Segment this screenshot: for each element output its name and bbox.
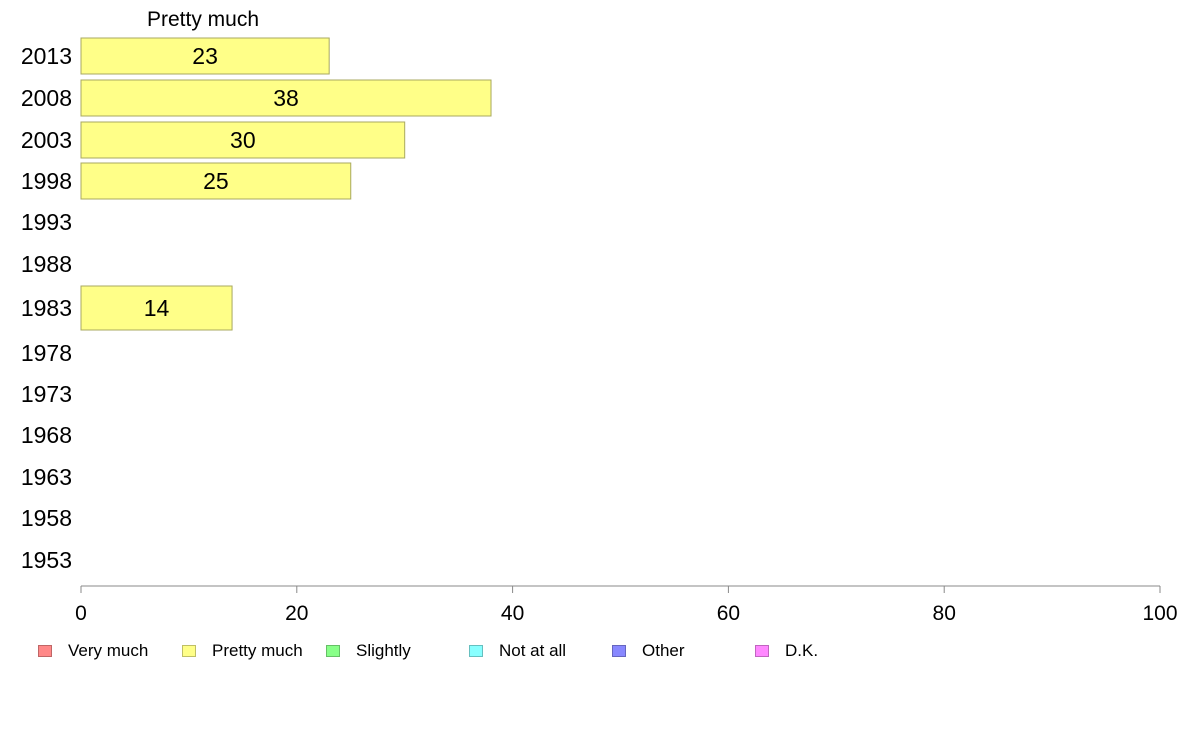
category-label: 2013 <box>21 43 72 69</box>
bar-value-label: 14 <box>144 295 170 321</box>
legend-swatch <box>38 645 52 657</box>
category-label: 1973 <box>21 381 72 407</box>
legend-swatch <box>469 645 483 657</box>
legend-item: Slightly <box>326 640 411 662</box>
legend-item: Other <box>612 640 685 662</box>
x-tick-label: 40 <box>501 602 524 625</box>
x-tick-label: 80 <box>933 602 956 625</box>
bar-value-label: 38 <box>273 85 299 111</box>
x-tick-label: 0 <box>75 602 87 625</box>
bar <box>80 162 352 200</box>
legend-label: Very much <box>68 641 149 660</box>
legend: Very much Pretty much Slightly Not at all Ot… <box>38 640 1178 662</box>
bar <box>80 79 492 117</box>
x-tick-label: 100 <box>1142 602 1177 625</box>
legend-label: Other <box>642 641 685 660</box>
legend-swatch <box>612 645 626 657</box>
legend-swatch <box>182 645 196 657</box>
category-label: 1998 <box>21 168 72 194</box>
bars <box>80 37 492 331</box>
bar <box>80 37 330 75</box>
legend-item: Pretty much <box>182 640 303 662</box>
category-label: 1968 <box>21 422 72 448</box>
category-label: 1958 <box>21 505 72 531</box>
category-label: 1963 <box>21 464 72 490</box>
legend-item: D.K. <box>755 640 818 662</box>
category-label: 1953 <box>21 547 72 573</box>
category-label: 1978 <box>21 340 72 366</box>
x-tick-label: 20 <box>285 602 308 625</box>
bar-value-label: 25 <box>203 168 229 194</box>
legend-label: Not at all <box>499 641 567 660</box>
x-tick-label: 60 <box>717 602 740 625</box>
x-axis: 0 20 40 60 80 100 <box>75 585 1178 625</box>
legend-label: D.K. <box>785 641 819 660</box>
bar <box>80 285 233 331</box>
bar <box>80 121 406 159</box>
legend-item: Very much <box>38 640 148 662</box>
category-labels: 2013 2008 2003 1998 1993 1988 1983 1978 1973 1968… <box>21 43 72 573</box>
category-label: 1988 <box>21 251 72 277</box>
category-label: 2008 <box>21 85 72 111</box>
legend-swatch <box>326 645 340 657</box>
legend-swatch <box>755 645 769 657</box>
category-label: 1983 <box>21 295 72 321</box>
legend-item: Not at all <box>469 640 566 662</box>
category-label: 2003 <box>21 127 72 153</box>
category-label: 1993 <box>21 209 72 235</box>
legend-label: Pretty much <box>212 641 303 660</box>
bar-value-label: 23 <box>192 43 218 69</box>
bar-value-label: 30 <box>230 127 256 153</box>
legend-label: Slightly <box>356 641 411 660</box>
panel-title: Pretty much <box>147 8 259 31</box>
